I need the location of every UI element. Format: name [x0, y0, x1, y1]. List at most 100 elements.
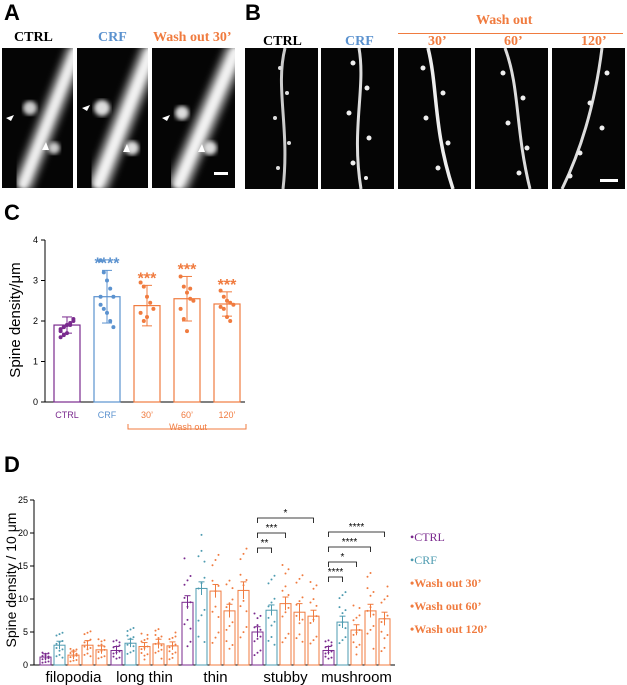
data-point	[97, 650, 100, 653]
data-point	[267, 639, 270, 642]
data-point	[228, 579, 231, 582]
data-point	[200, 614, 203, 617]
data-point	[140, 640, 143, 643]
data-point	[287, 568, 290, 571]
data-point	[344, 636, 347, 639]
data-point	[315, 615, 318, 618]
data-point	[327, 639, 330, 642]
data-point	[58, 335, 63, 340]
data-point	[41, 651, 44, 654]
data-point	[242, 631, 245, 634]
data-point	[225, 314, 229, 319]
significance-brackets: *******************	[257, 508, 385, 582]
legend-label: Wash out 60’	[414, 599, 482, 613]
significance-label: *	[284, 508, 288, 519]
data-point	[178, 306, 183, 311]
y-axis-label: Spine density / 10 μm	[3, 513, 19, 648]
legend-item-wash120: •Wash out 120’	[410, 622, 488, 636]
axes: 0 5 10 15 20 25	[18, 495, 395, 670]
data-point	[355, 631, 358, 634]
data-point	[103, 645, 106, 648]
data-point	[338, 597, 341, 600]
data-point	[97, 644, 100, 647]
arrowhead-icon	[82, 105, 90, 111]
data-point	[341, 612, 344, 615]
data-point	[89, 638, 92, 641]
data-point	[108, 319, 113, 323]
data-point	[126, 634, 129, 637]
data-point	[132, 626, 135, 629]
panel-a-label-crf: CRF	[98, 30, 127, 45]
data-point	[132, 636, 135, 639]
data-point	[58, 641, 61, 644]
panel-a-image-crf	[77, 48, 148, 188]
dendrite-image-b-ctrl	[273, 48, 291, 189]
data-point	[221, 306, 226, 311]
data-point	[86, 648, 89, 651]
significance-bracket	[257, 532, 286, 538]
data-point	[214, 605, 217, 608]
data-point	[189, 640, 192, 643]
data-point	[256, 637, 259, 640]
data-point	[183, 583, 186, 586]
data-point	[157, 636, 160, 639]
data-point	[160, 648, 163, 651]
data-point	[295, 637, 298, 640]
data-point	[103, 655, 106, 658]
data-point	[284, 636, 287, 639]
bar	[53, 324, 81, 403]
significance-label: **	[261, 538, 269, 549]
y-tick-label: 0	[23, 660, 28, 670]
data-point	[141, 284, 146, 289]
legend-label: Wash out 30’	[414, 576, 482, 590]
data-point	[358, 643, 361, 646]
significance-bracket	[257, 517, 314, 523]
panel-b-image-30	[398, 48, 471, 189]
data-point	[61, 333, 66, 338]
data-point	[145, 294, 149, 299]
data-point	[217, 615, 220, 618]
data-point	[298, 633, 301, 636]
data-point	[65, 331, 69, 336]
data-point	[352, 619, 355, 622]
x-tick-label: mushroom	[321, 669, 392, 685]
legend-item-wash30: •Wash out 30’	[410, 576, 482, 590]
data-point	[98, 302, 103, 307]
data-point	[115, 657, 118, 660]
data-point	[245, 610, 248, 613]
data-point	[324, 646, 327, 649]
data-point	[281, 615, 284, 618]
x-tick-label: 120’	[218, 410, 235, 420]
data-point	[214, 636, 217, 639]
data-point	[386, 595, 389, 598]
data-point	[143, 646, 146, 649]
bar	[181, 601, 194, 666]
data-point	[352, 633, 355, 636]
data-point	[383, 598, 386, 601]
data-point	[160, 644, 163, 647]
y-tick-label: 2	[33, 316, 38, 326]
bar	[378, 618, 391, 666]
data-point	[218, 304, 223, 309]
data-point	[115, 645, 118, 648]
data-point	[189, 601, 192, 604]
data-point	[154, 651, 157, 654]
data-point	[256, 617, 259, 620]
data-point	[270, 601, 273, 604]
data-point	[112, 646, 115, 649]
data-point	[111, 294, 116, 299]
data-point	[83, 641, 86, 644]
data-point	[115, 639, 118, 642]
x-tick-label: thin	[203, 669, 227, 685]
data-point	[369, 606, 372, 609]
data-point	[380, 621, 383, 624]
data-point	[225, 298, 229, 303]
data-point	[284, 611, 287, 614]
data-point	[324, 652, 327, 655]
data-point	[72, 649, 75, 652]
data-point	[71, 316, 76, 321]
data-point	[89, 630, 92, 633]
data-point	[242, 584, 245, 587]
panel-a-image-ctrl	[2, 48, 73, 188]
dendrite-image-b-120	[560, 48, 618, 189]
